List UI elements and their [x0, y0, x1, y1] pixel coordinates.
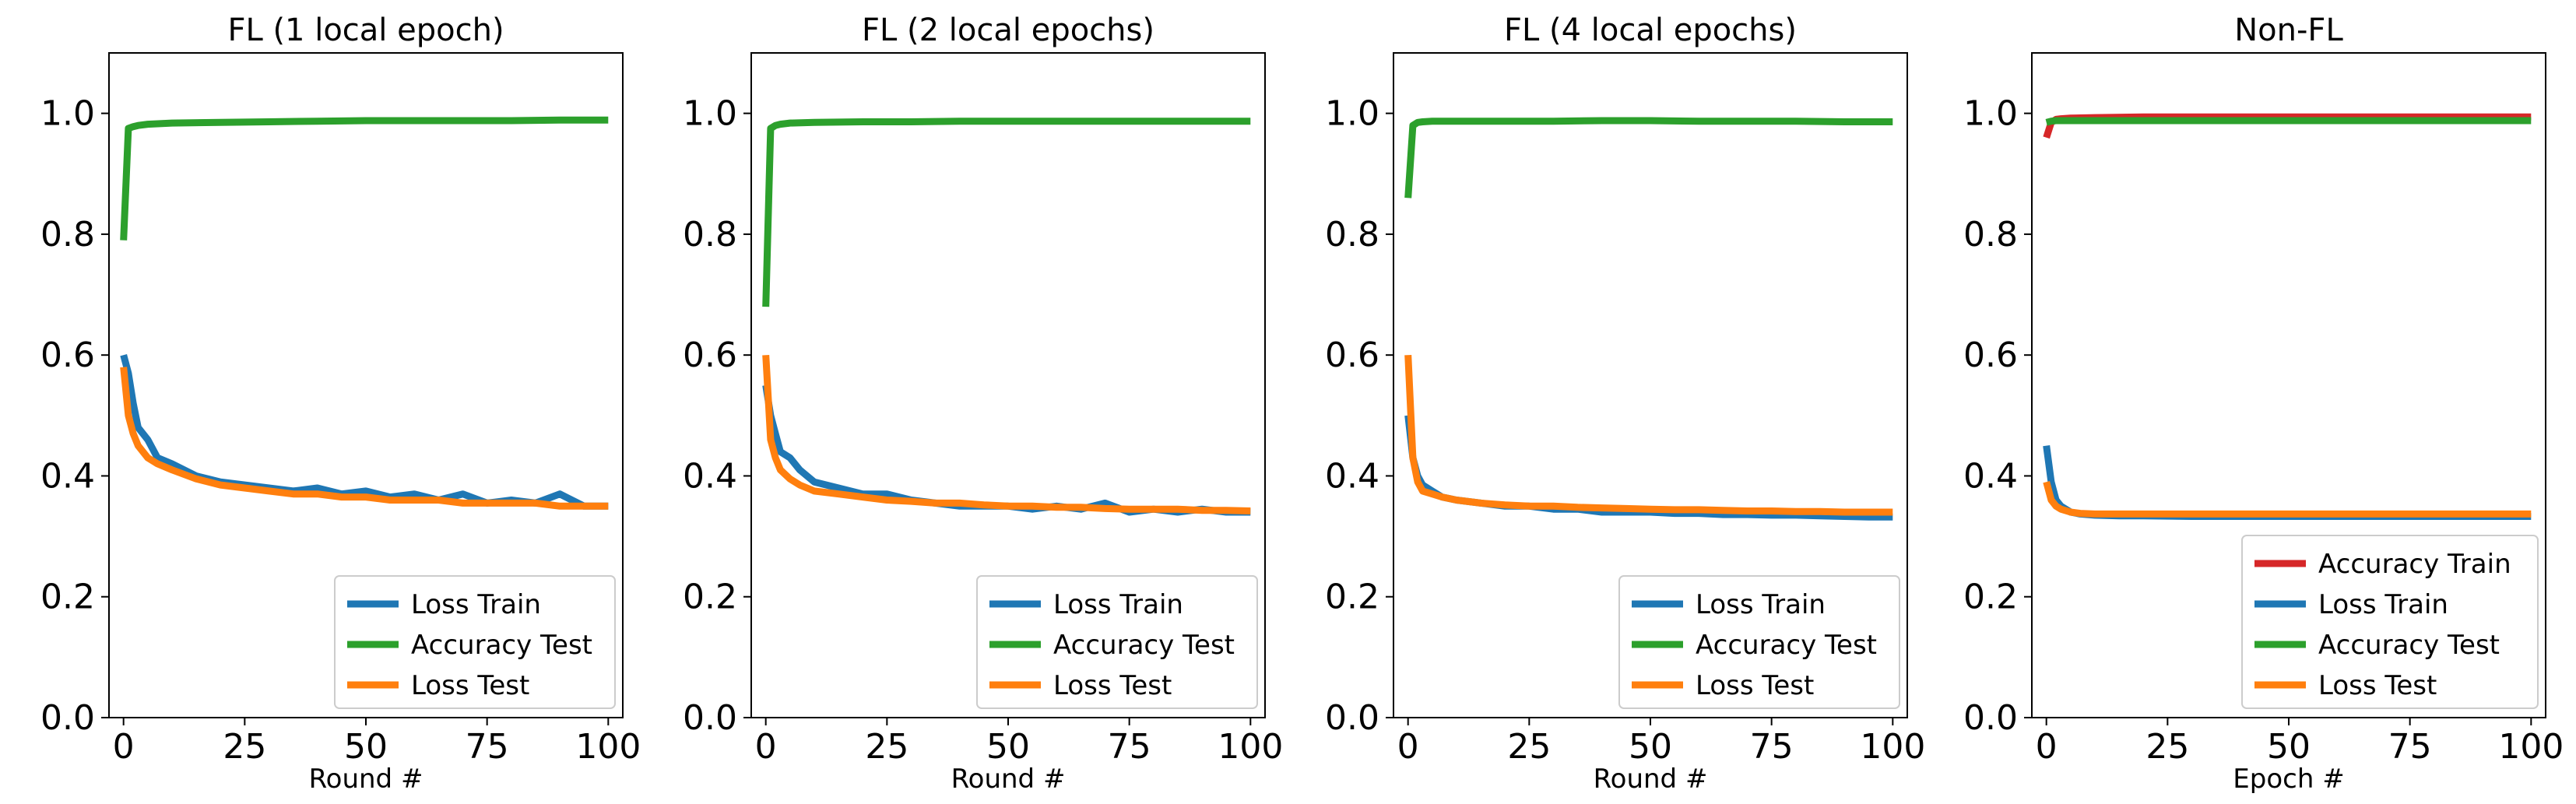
y-tick-label: 0.4 — [683, 456, 737, 496]
panel-3: FL (4 local epochs) 0.0 0.2 0.4 0.6 0.8 1.0 0 25… — [1325, 12, 1925, 795]
x-axis-label: Round # — [951, 764, 1066, 795]
y-tick-label: 0.8 — [1325, 215, 1379, 255]
legend-label-accuracy-test: Accuracy Test — [411, 630, 592, 661]
x-tick-label: 25 — [1507, 727, 1551, 767]
x-tick-label: 25 — [223, 727, 266, 767]
x-tick-label: 25 — [2145, 727, 2189, 767]
y-tick-label: 0.8 — [1963, 215, 2018, 255]
series-line-loss-test — [1404, 354, 1893, 516]
x-tick-label: 100 — [1860, 727, 1925, 767]
y-tick-label: 0.0 — [40, 698, 95, 738]
x-tick-label: 50 — [344, 727, 388, 767]
x-axis-label: Round # — [1594, 764, 1708, 795]
series-line-loss-train — [120, 354, 609, 510]
y-tick-label: 0.2 — [683, 578, 737, 617]
x-tick-label: 50 — [986, 727, 1030, 767]
legend-label-loss-test: Loss Test — [1696, 670, 1814, 701]
legend: Accuracy Train Loss Train Accuracy Test Los… — [2241, 535, 2539, 709]
legend-box — [2241, 535, 2539, 709]
x-tick-label: 25 — [865, 727, 908, 767]
y-tick-label: 0.4 — [40, 456, 95, 496]
y-tick-label: 0.0 — [1325, 698, 1379, 738]
x-tick-label: 0 — [1397, 727, 1419, 767]
legend-label-loss-train: Loss Train — [1696, 589, 1826, 620]
chart-title: FL (2 local epochs) — [862, 12, 1154, 48]
y-tick-label: 0.6 — [1963, 335, 2018, 375]
x-tick-label: 0 — [755, 727, 777, 767]
x-tick-label: 0 — [113, 727, 135, 767]
x-tick-label: 75 — [1108, 727, 1151, 767]
legend-label-loss-test: Loss Test — [2318, 670, 2437, 701]
y-tick-label: 1.0 — [40, 94, 95, 134]
x-axis-label: Epoch # — [2233, 764, 2344, 795]
series-line-loss-train — [2043, 445, 2532, 520]
x-tick-label: 75 — [1750, 727, 1794, 767]
y-tick-label: 0.6 — [40, 335, 95, 375]
x-tick-label: 100 — [2498, 727, 2564, 767]
legend-box — [334, 575, 616, 709]
y-tick-label: 0.8 — [40, 215, 95, 255]
y-tick-label: 0.2 — [1963, 578, 2018, 617]
series-line-loss-test — [762, 354, 1251, 514]
panel-4: Non-FL 0.0 0.2 0.4 0.6 0.8 1.0 0 25 50 75 100 Epoch … — [1963, 12, 2564, 795]
legend-label-loss-train: Loss Train — [2318, 589, 2448, 620]
y-tick-label: 0.2 — [40, 578, 95, 617]
y-tick-label: 0.4 — [1325, 456, 1379, 496]
series-line-accuracy-test — [1404, 117, 1893, 198]
series-line-loss-test — [2043, 481, 2532, 518]
y-tick-label: 0.6 — [1325, 335, 1379, 375]
legend-label-loss-train: Loss Train — [411, 589, 541, 620]
x-tick-label: 100 — [1218, 727, 1283, 767]
series-line-accuracy-test — [2045, 117, 2532, 126]
x-tick-label: 100 — [575, 727, 641, 767]
chart-title: Non-FL — [2234, 12, 2343, 48]
x-tick-label: 0 — [2036, 727, 2058, 767]
x-tick-label: 75 — [466, 727, 509, 767]
y-tick-label: 0.0 — [683, 698, 737, 738]
y-tick-label: 0.8 — [683, 215, 737, 255]
chart-title: FL (4 local epochs) — [1504, 12, 1797, 48]
chart-title: FL (1 local epoch) — [227, 12, 504, 48]
x-axis-label: Round # — [309, 764, 423, 795]
legend-box — [976, 575, 1258, 709]
y-tick-label: 0.6 — [683, 335, 737, 375]
y-tick-label: 0.4 — [1963, 456, 2018, 496]
x-tick-label: 50 — [2267, 727, 2311, 767]
legend-label-accuracy-test: Accuracy Test — [2318, 630, 2500, 661]
legend-label-loss-test: Loss Test — [1053, 670, 1172, 701]
x-tick-label: 75 — [2388, 727, 2432, 767]
y-tick-label: 1.0 — [1963, 94, 2018, 134]
x-tick-label: 50 — [1629, 727, 1672, 767]
legend-label-loss-train: Loss Train — [1053, 589, 1183, 620]
legend: Loss Train Accuracy Test Loss Test — [1618, 575, 1900, 709]
y-tick-label: 0.0 — [1963, 698, 2018, 738]
panel-1: FL (1 local epoch) 0.0 0.2 0.4 0.6 0.8 1.0 0 25 5… — [40, 12, 641, 795]
legend-label-accuracy-train: Accuracy Train — [2318, 549, 2511, 580]
legend-label-accuracy-test: Accuracy Test — [1696, 630, 1877, 661]
legend-label-accuracy-test: Accuracy Test — [1053, 630, 1235, 661]
legend-label-loss-test: Loss Test — [411, 670, 529, 701]
y-tick-label: 1.0 — [1325, 94, 1379, 134]
y-tick-label: 0.2 — [1325, 578, 1379, 617]
panel-2: FL (2 local epochs) 0.0 0.2 0.4 0.6 0.8 1.0 0 25… — [683, 12, 1283, 795]
y-tick-label: 1.0 — [683, 94, 737, 134]
legend: Loss Train Accuracy Test Loss Test — [976, 575, 1258, 709]
series-line-accuracy-test — [762, 118, 1251, 307]
series-line-loss-test — [120, 367, 609, 510]
legend-box — [1618, 575, 1900, 709]
legend: Loss Train Accuracy Test Loss Test — [334, 575, 616, 709]
series-line-accuracy-test — [120, 116, 609, 240]
